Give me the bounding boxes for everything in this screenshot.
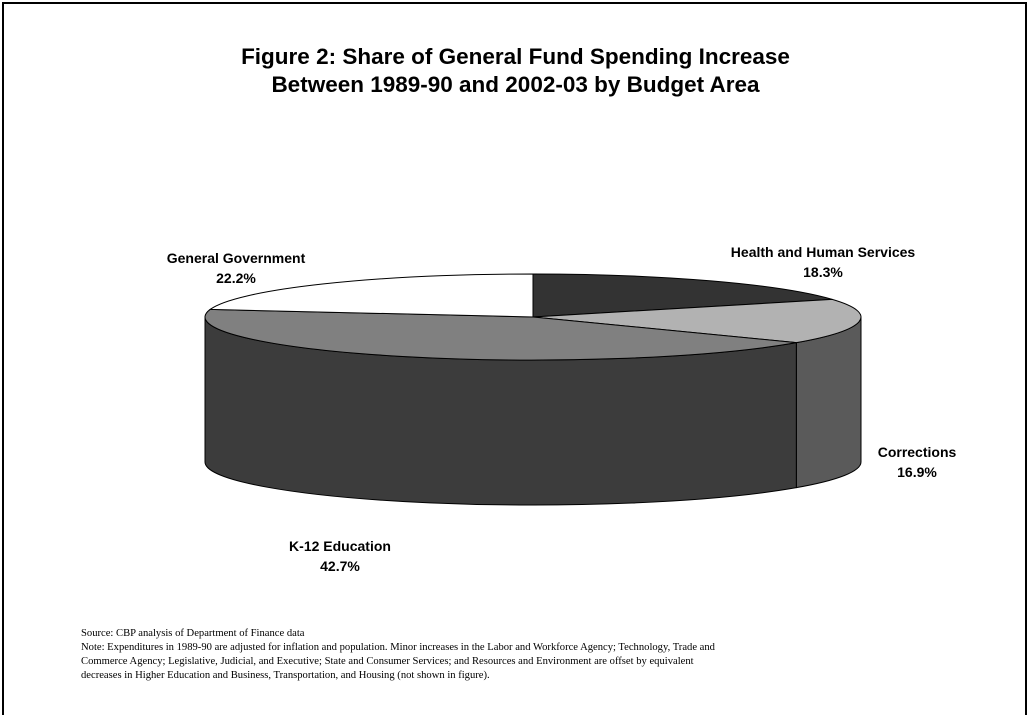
note-line-1: Note: Expenditures in 1989-90 are adjust… xyxy=(81,642,715,653)
slice-label-health-value: 18.3% xyxy=(803,264,843,280)
source-note: Source: CBP analysis of Department of Fi… xyxy=(81,628,305,639)
note-line-2: Commerce Agency; Legislative, Judicial, … xyxy=(81,656,694,667)
pie-slice-corrections xyxy=(532,298,862,344)
pie-slice-k-12-education xyxy=(204,308,797,361)
pie-labels: Health and Human Services 18.3% Correcti… xyxy=(167,244,957,574)
pie-side-walls xyxy=(204,316,862,506)
slice-label-k12-name: K-12 Education xyxy=(289,538,391,554)
pie-slice-general-government xyxy=(208,273,534,318)
pie-side-corrections xyxy=(795,316,862,489)
slice-label-general-name: General Government xyxy=(167,250,306,266)
slice-label-health-name: Health and Human Services xyxy=(731,244,916,260)
chart-title-line-1: Figure 2: Share of General Fund Spending… xyxy=(241,44,790,69)
pie-slice-health-and-human-services xyxy=(532,273,833,318)
slice-label-corrections-name: Corrections xyxy=(878,444,957,460)
slice-label-corrections-value: 16.9% xyxy=(897,464,937,480)
note-line-3: decreases in Higher Education and Busine… xyxy=(81,670,490,681)
chart-notes: Source: CBP analysis of Department of Fi… xyxy=(81,627,981,683)
slice-label-general-value: 22.2% xyxy=(216,270,256,286)
chart-title: Figure 2: Share of General Fund Spending… xyxy=(0,43,1031,99)
pie-top-faces xyxy=(204,273,862,361)
chart-title-line-2: Between 1989-90 and 2002-03 by Budget Ar… xyxy=(271,72,760,97)
slice-label-k12-value: 42.7% xyxy=(320,558,360,574)
